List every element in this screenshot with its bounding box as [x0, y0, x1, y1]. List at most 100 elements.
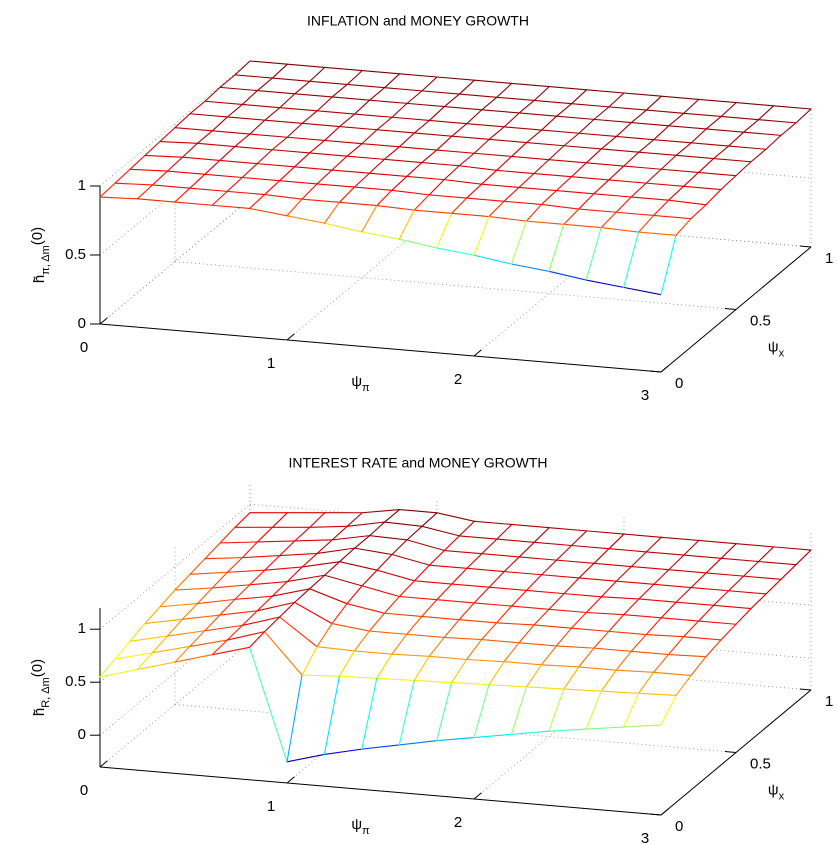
mesh-edge [451, 567, 468, 585]
mesh-edge [151, 645, 191, 654]
mesh-edge [638, 598, 677, 603]
mesh-edge [608, 106, 647, 111]
mesh-face [631, 551, 684, 570]
mesh-edge [384, 73, 401, 89]
mesh-edge [234, 584, 251, 600]
mesh-edge [346, 155, 385, 160]
mesh-face [354, 100, 407, 118]
mesh-face [324, 202, 377, 232]
mesh-face [563, 666, 617, 692]
mesh-edge [540, 203, 580, 210]
mesh-edge [578, 208, 617, 213]
mesh-edge [503, 556, 520, 573]
mesh-edge [585, 226, 602, 281]
mesh-edge [361, 129, 378, 145]
mesh-edge [481, 169, 498, 185]
mesh-face [541, 116, 594, 134]
mesh-edge [660, 168, 700, 173]
mesh-face [653, 200, 706, 219]
mesh-edge [391, 539, 408, 556]
mesh-face [519, 100, 572, 117]
mesh-edge [548, 593, 565, 610]
mesh-edge [458, 520, 475, 537]
mesh-edge [189, 571, 228, 575]
mesh-edge [548, 86, 588, 91]
mesh-edge [354, 113, 393, 118]
mesh-edge [294, 80, 311, 95]
mesh-edge [533, 159, 550, 175]
mesh-face [309, 512, 363, 528]
x-tick-label: 3 [641, 830, 649, 844]
mesh-edge [361, 70, 401, 75]
mesh-edge [413, 194, 430, 211]
mesh-face [631, 110, 684, 126]
mesh-face [257, 78, 310, 94]
mesh-edge [473, 152, 513, 157]
mesh-edge [623, 151, 640, 167]
mesh-edge [256, 163, 296, 168]
mesh-edge [421, 525, 460, 537]
mesh-edge [361, 143, 400, 148]
mesh-edge [114, 652, 153, 660]
x-axis-label-sub: π [362, 825, 370, 837]
mesh-face [130, 155, 183, 172]
mesh-face [219, 596, 273, 616]
mesh-face [294, 81, 348, 97]
mesh-face [302, 183, 355, 203]
mesh-edge [301, 122, 341, 128]
mesh-face [414, 565, 467, 585]
mesh-edge [638, 583, 655, 600]
mesh-face [332, 603, 385, 632]
mesh-edge [585, 148, 602, 164]
mesh-edge [421, 599, 438, 617]
mesh-edge [600, 596, 640, 600]
mesh-edge [264, 616, 281, 633]
mesh-face [593, 631, 647, 652]
mesh-edge [211, 584, 251, 589]
mesh-edge [398, 580, 415, 598]
mesh-edge [683, 112, 722, 118]
mesh-face [601, 212, 654, 233]
y-tick-label: 0 [675, 818, 683, 835]
x-tick-label: 1 [267, 798, 275, 815]
tick-mark [286, 776, 295, 784]
mesh-edge [384, 509, 401, 523]
mesh-face [526, 204, 579, 225]
mesh-face [743, 119, 796, 136]
mesh-edge [316, 539, 333, 554]
mesh-edge [690, 204, 707, 220]
mesh-face [638, 584, 692, 603]
mesh-face [189, 625, 243, 647]
mesh-edge [249, 207, 288, 217]
mesh-edge [458, 152, 475, 167]
mesh-edge [436, 512, 475, 522]
mesh-edge [578, 193, 595, 210]
mesh-edge [556, 559, 595, 564]
mesh-face [204, 160, 258, 178]
mesh-edge [548, 145, 565, 161]
mesh-edge [518, 556, 558, 561]
mesh-edge [346, 70, 363, 86]
mesh-face [526, 130, 579, 146]
mesh-edge [353, 172, 370, 188]
mesh-edge [660, 694, 677, 726]
mesh-edge [668, 569, 707, 574]
tick-mark [473, 349, 482, 357]
mesh-edge [705, 128, 745, 133]
mesh-edge [473, 520, 513, 526]
mesh-edge [376, 189, 393, 207]
mesh-edge [256, 540, 296, 543]
mesh-face [668, 555, 722, 573]
mesh-face [646, 617, 699, 637]
mesh-edge [316, 547, 356, 554]
mesh-edge [496, 622, 535, 626]
mesh-face [466, 109, 520, 127]
mesh-face [623, 598, 677, 618]
mesh-face [234, 581, 288, 600]
mesh-face [609, 93, 662, 111]
mesh-edge [668, 636, 685, 656]
mesh-edge [653, 569, 670, 585]
mesh-face [205, 87, 258, 105]
mesh-face [294, 526, 348, 541]
mesh-edge [683, 554, 722, 559]
